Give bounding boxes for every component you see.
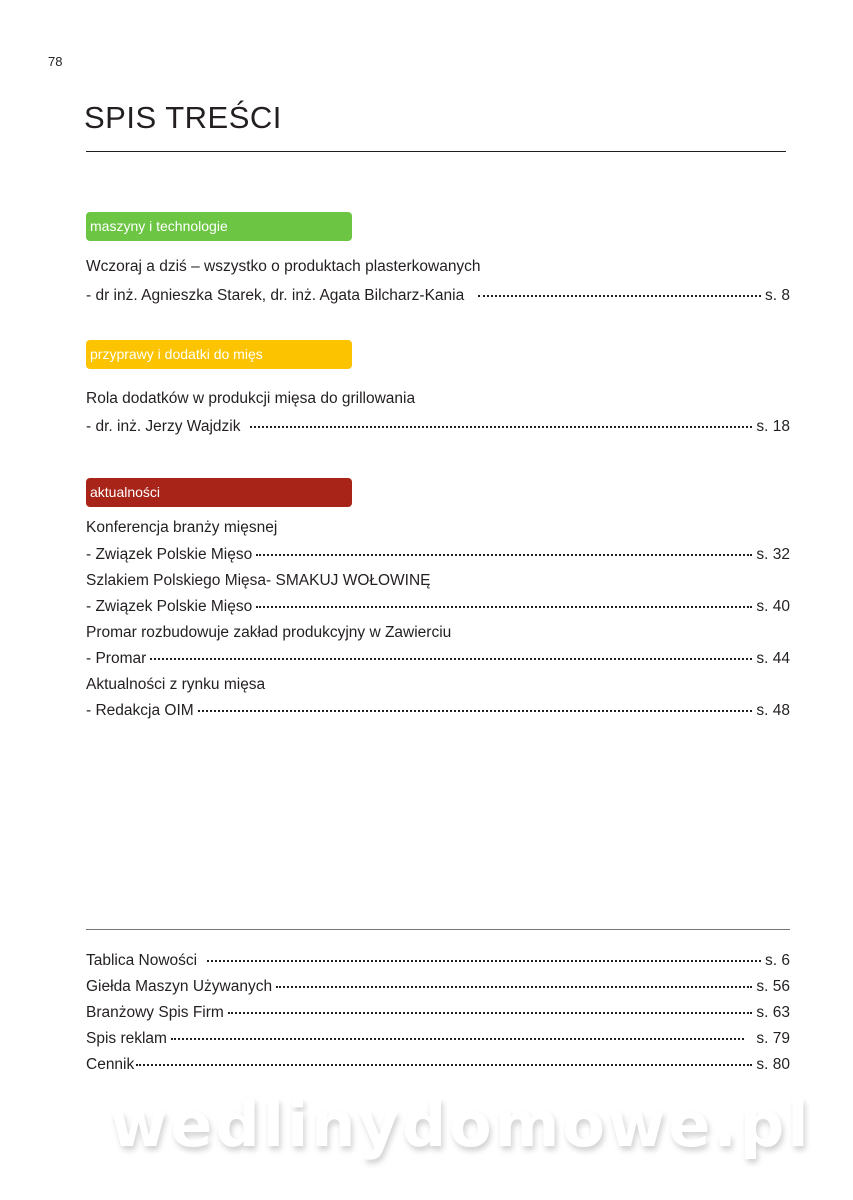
dot-leader <box>150 658 753 660</box>
title-divider <box>86 151 786 152</box>
entry-title: Szlakiem Polskiego Mięsa- SMAKUJ WOŁOWIN… <box>86 572 431 589</box>
entry-author-row: - Związek Polskie Mięso s. 32 <box>86 546 790 564</box>
extra-page: s. 80 <box>756 1056 790 1073</box>
extra-page: s. 56 <box>756 978 790 995</box>
entry-page: s. 40 <box>756 598 790 615</box>
entry-title: Wczoraj a dziś – wszystko o produktach p… <box>86 258 481 275</box>
dot-leader <box>136 1064 753 1066</box>
entry-page: s. 48 <box>756 702 790 719</box>
entry-author-row: - Redakcja OIM s. 48 <box>86 702 790 720</box>
entry-page: s. 8 <box>765 287 790 304</box>
entry-title: Promar rozbudowuje zakład produkcyjny w … <box>86 624 452 641</box>
page-number: 78 <box>48 54 63 69</box>
extra-label: Cennik <box>86 1056 135 1073</box>
entry-author: - Związek Polskie Mięso <box>86 598 253 615</box>
extra-label: Giełda Maszyn Używanych <box>86 978 273 995</box>
entry-author: - Promar <box>86 650 147 667</box>
entry-author-row: - Promar s. 44 <box>86 650 790 668</box>
entry-author: - Związek Polskie Mięso <box>86 546 253 563</box>
entry-title: Konferencja branży mięsnej <box>86 519 278 536</box>
extra-label: Branżowy Spis Firm <box>86 1004 224 1021</box>
entry-author: - dr. inż. Jerzy Wajdzik <box>86 418 241 435</box>
section-badge-aktualnosci: aktualności <box>86 478 352 507</box>
dot-leader <box>256 554 753 556</box>
extra-page: s. 79 <box>756 1030 790 1047</box>
extras-divider <box>86 929 790 930</box>
section-badge-przyprawy: przyprawy i dodatki do mięs <box>86 340 352 369</box>
entry-page: s. 44 <box>756 650 790 667</box>
entry-title: Rola dodatków w produkcji mięsa do grill… <box>86 390 416 407</box>
extra-label: Spis reklam <box>86 1030 167 1047</box>
entry-page: s. 18 <box>756 418 790 435</box>
dot-leader <box>256 606 753 608</box>
entry-author: - dr inż. Agnieszka Starek, dr. inż. Aga… <box>86 287 465 304</box>
dot-leader <box>170 1038 745 1040</box>
entry-author-row: - dr. inż. Jerzy Wajdzik s. 18 <box>86 418 790 436</box>
entry-author: - Redakcja OIM <box>86 702 194 719</box>
extra-row: Tablica Nowości s. 6 <box>86 952 790 970</box>
extra-row: Cennik s. 80 <box>86 1056 790 1074</box>
dot-leader <box>207 960 762 962</box>
section-badge-maszyny: maszyny i technologie <box>86 212 352 241</box>
watermark: wedlinydomowe.pl <box>110 1088 812 1161</box>
extra-label: Tablica Nowości <box>86 952 198 969</box>
entry-title: Aktualności z rynku mięsa <box>86 676 266 693</box>
dot-leader <box>250 426 753 428</box>
entry-author-row: - Związek Polskie Mięso s. 40 <box>86 598 790 616</box>
extra-row: Spis reklam s. 79 <box>86 1030 790 1048</box>
dot-leader <box>478 295 762 297</box>
extra-row: Branżowy Spis Firm s. 63 <box>86 1004 790 1022</box>
dot-leader <box>197 710 753 712</box>
dot-leader <box>276 986 753 988</box>
dot-leader <box>227 1012 753 1014</box>
entry-page: s. 32 <box>756 546 790 563</box>
extra-page: s. 63 <box>756 1004 790 1021</box>
page-title: SPIS TREŚCI <box>84 100 282 135</box>
extra-row: Giełda Maszyn Używanych s. 56 <box>86 978 790 996</box>
extra-page: s. 6 <box>765 952 790 969</box>
entry-author-row: - dr inż. Agnieszka Starek, dr. inż. Aga… <box>86 287 790 305</box>
